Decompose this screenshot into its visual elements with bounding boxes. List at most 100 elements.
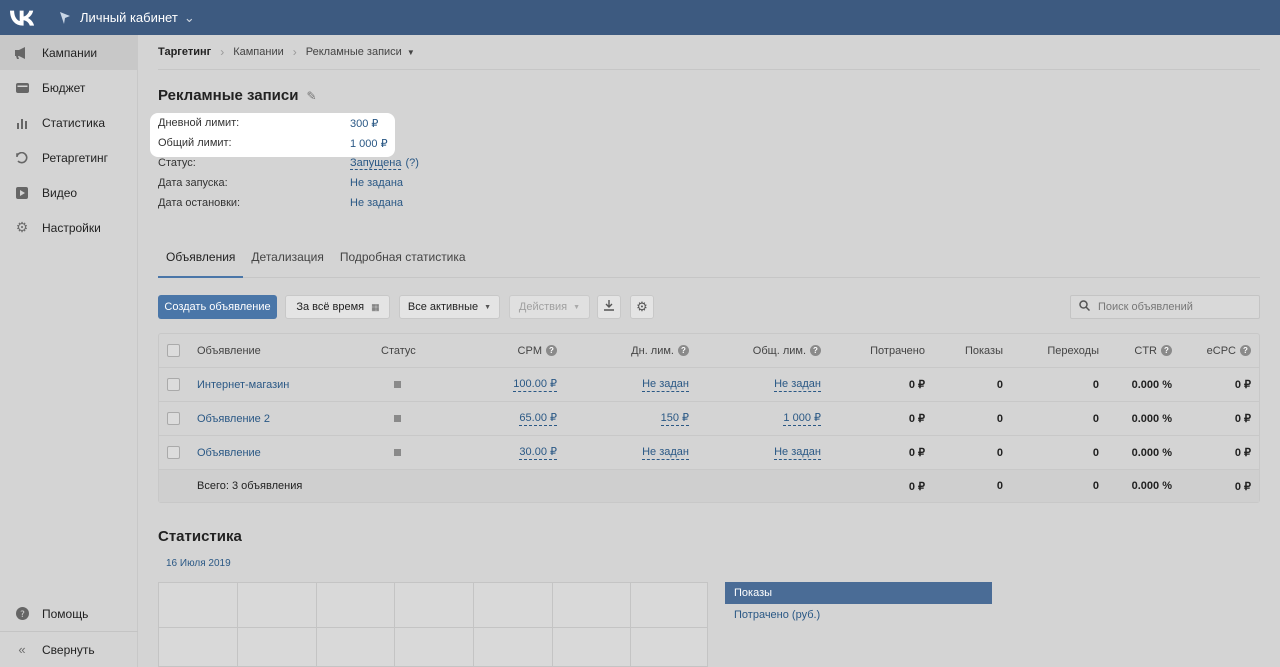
search-icon <box>1079 300 1091 314</box>
sidebar-item-label: Кампании <box>42 45 98 60</box>
stop-date-value[interactable]: Не задана <box>350 197 404 209</box>
sidebar-item-settings[interactable]: ⚙ Настройки <box>0 210 137 245</box>
cpm-value[interactable]: 100.00 ₽ <box>513 377 557 392</box>
metric-impressions[interactable]: Показы <box>725 582 992 604</box>
create-ad-label: Создать объявление <box>164 301 271 313</box>
ecpc-value: 0 ₽ <box>1234 447 1251 459</box>
total-limit-value[interactable]: 1 000 ₽ <box>783 411 821 426</box>
tab-details[interactable]: Детализация <box>251 250 324 264</box>
ecpc-value: 0 ₽ <box>1234 413 1251 425</box>
status-indicator[interactable] <box>394 368 401 401</box>
status-indicator[interactable] <box>394 402 401 435</box>
cabinet-label: Личный кабинет <box>80 10 178 25</box>
total-limit-value[interactable]: Не задан <box>774 377 821 392</box>
header-impressions: Показы <box>964 344 1003 357</box>
checkbox-box <box>167 378 180 391</box>
sidebar-item-statistics[interactable]: Статистика <box>0 105 137 140</box>
cabinet-menu[interactable]: Личный кабинет ⌄ <box>58 10 195 26</box>
grid-line <box>237 583 238 666</box>
day-limit-cell: 150 ₽ <box>660 402 689 435</box>
tab-ads[interactable]: Объявления <box>158 242 244 278</box>
day-limit-value[interactable]: Не задан <box>642 445 689 460</box>
video-icon <box>14 185 30 201</box>
header-ecpc-label: eCPC <box>1206 344 1236 357</box>
megaphone-icon <box>14 45 30 61</box>
status-value[interactable]: Запущена <box>350 156 402 170</box>
stats-metric-list: Показы Потрачено (руб.) <box>725 582 992 626</box>
status-help-link[interactable]: (?) <box>405 157 419 169</box>
period-button[interactable]: За всё время ▦ <box>285 295 390 319</box>
vk-logo-icon[interactable] <box>10 8 40 28</box>
start-date-row: Дата запуска: Не задана <box>150 173 550 193</box>
total-limit-cell: Не задан <box>774 368 821 401</box>
day-limit-value[interactable]: Не задан <box>642 377 689 392</box>
main-content: Таргетинг › Кампании › Рекламные записи ▼… <box>150 35 1260 667</box>
breadcrumb-targeting[interactable]: Таргетинг <box>158 46 212 58</box>
sidebar-item-help[interactable]: ? Помощь <box>0 596 138 631</box>
total-clicks: 0 <box>1092 480 1099 492</box>
total-limit-value[interactable]: Не задан <box>774 445 821 460</box>
breadcrumb-current[interactable]: Рекламные записи ▼ <box>306 46 415 58</box>
title-row: Рекламные записи ✎ <box>158 87 317 104</box>
clicks-value: 0 <box>1092 446 1099 459</box>
retarget-icon <box>14 150 30 166</box>
stop-date-row: Дата остановки: Не задана <box>150 193 550 213</box>
daily-limit-value[interactable]: 300 ₽ <box>350 117 379 130</box>
sidebar-item-campaigns[interactable]: Кампании <box>0 35 137 70</box>
row-checkbox[interactable] <box>167 402 180 435</box>
header-name: Объявление <box>197 344 261 357</box>
ads-table: Объявление Статус CPM? Дн. лим.? Общ. ли… <box>158 333 1260 503</box>
stats-date[interactable]: 16 Июля 2019 <box>166 558 231 569</box>
help-icon[interactable]: ? <box>546 345 557 356</box>
help-icon[interactable]: ? <box>1240 345 1251 356</box>
cpm-value[interactable]: 65.00 ₽ <box>519 411 557 426</box>
sidebar-item-video[interactable]: Видео <box>0 175 137 210</box>
row-checkbox[interactable] <box>167 436 180 469</box>
wallet-icon <box>14 80 30 96</box>
status-indicator[interactable] <box>394 436 401 469</box>
actions-dropdown[interactable]: Действия ▼ <box>509 295 590 319</box>
help-icon[interactable]: ? <box>1161 345 1172 356</box>
breadcrumb-campaigns[interactable]: Кампании <box>233 46 284 58</box>
table-row: Объявление 2 65.00 ₽ 150 ₽ 1 000 ₽ 0 ₽ 0… <box>159 402 1259 436</box>
status-row: Статус: Запущена (?) <box>150 153 550 173</box>
collapse-label: Свернуть <box>42 642 95 657</box>
start-date-value[interactable]: Не задана <box>350 177 404 189</box>
table-header: Объявление Статус CPM? Дн. лим.? Общ. ли… <box>159 334 1259 368</box>
download-button[interactable] <box>597 295 621 319</box>
header-total-limit: Общ. лим.? <box>753 334 821 367</box>
select-all-checkbox[interactable] <box>167 334 180 367</box>
day-limit-value[interactable]: 150 ₽ <box>660 411 689 426</box>
total-limit-cell: 1 000 ₽ <box>783 402 821 435</box>
spent-value: 0 ₽ <box>908 447 925 459</box>
ad-name-link[interactable]: Объявление <box>197 446 261 459</box>
total-impressions: 0 <box>996 480 1003 492</box>
tab-detailed-stats[interactable]: Подробная статистика <box>339 250 466 264</box>
cpm-value[interactable]: 30.00 ₽ <box>519 445 557 460</box>
header-day-label: Дн. лим. <box>631 344 674 357</box>
sidebar: Кампании Бюджет Статистика Ретаргетинг В… <box>0 35 138 667</box>
metric-spent[interactable]: Потрачено (руб.) <box>734 609 821 621</box>
ad-name-link[interactable]: Интернет-магазин <box>197 378 290 391</box>
campaign-properties: Дневной лимит: 300 ₽ Общий лимит: 1 000 … <box>150 113 550 213</box>
edit-pencil-icon[interactable]: ✎ <box>306 88 317 103</box>
search-input[interactable]: Поиск объявлений <box>1070 295 1260 319</box>
settings-button[interactable]: ⚙ <box>630 295 654 319</box>
help-icon[interactable]: ? <box>678 345 689 356</box>
total-limit-value[interactable]: 1 000 ₽ <box>350 137 388 150</box>
help-label: Помощь <box>42 606 89 621</box>
sidebar-item-retargeting[interactable]: Ретаргетинг <box>0 140 137 175</box>
create-ad-button[interactable]: Создать объявление <box>158 295 277 319</box>
grid-line <box>473 583 474 666</box>
flag-icon <box>60 11 70 24</box>
help-icon[interactable]: ? <box>810 345 821 356</box>
row-checkbox[interactable] <box>167 368 180 401</box>
grid-line <box>316 583 317 666</box>
collapse-sidebar-button[interactable]: « Свернуть <box>0 632 138 667</box>
sidebar-item-budget[interactable]: Бюджет <box>0 70 137 105</box>
table-row: Объявление 30.00 ₽ Не задан Не задан 0 ₽… <box>159 436 1259 470</box>
start-date-label: Дата запуска: <box>158 177 228 189</box>
total-ctr: 0.000 % <box>1131 480 1172 492</box>
filter-dropdown[interactable]: Все активные ▼ <box>399 295 500 319</box>
ad-name-link[interactable]: Объявление 2 <box>197 412 270 425</box>
